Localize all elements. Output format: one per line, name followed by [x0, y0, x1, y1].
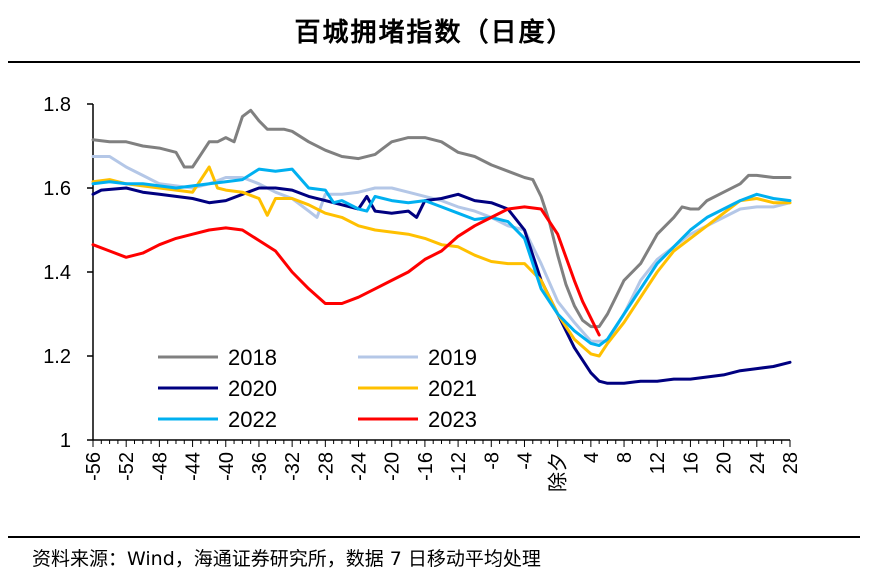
legend-label-2022: 2022 [228, 407, 277, 432]
legend-label-2020: 2020 [228, 376, 277, 401]
x-tick-label: 28 [780, 452, 802, 474]
x-tick-label: -28 [315, 452, 337, 481]
x-tick-label: 除夕 [547, 452, 570, 492]
legend-label-2019: 2019 [428, 345, 477, 370]
series-line-2020 [91, 186, 792, 385]
y-tick-label: 1.4 [43, 262, 71, 284]
x-tick-label: -16 [415, 452, 437, 481]
chart-title: 百城拥堵指数（日度） [294, 18, 575, 48]
x-tick-label: -8 [481, 452, 503, 470]
chart-legend: 2018 2019 2020 2021 2022 2023 [158, 345, 477, 432]
source-rule [8, 536, 860, 538]
x-tick-label: -12 [448, 452, 470, 481]
x-tick-label: -32 [282, 452, 304, 481]
x-tick-label: -40 [216, 452, 238, 481]
x-tick-label: 24 [747, 452, 769, 474]
x-tick-label: -44 [183, 452, 205, 481]
x-tick-label: 20 [714, 452, 736, 474]
chart-axes: 1.81.61.41.21-56 -52 -48 -44 -40 -36 -32 -28 -24… [43, 94, 802, 492]
series-line-2023 [91, 205, 601, 337]
series-line-2022 [91, 167, 792, 347]
x-tick-label: -56 [83, 452, 105, 481]
x-tick-label: -52 [116, 452, 138, 481]
chart-series [91, 108, 792, 385]
y-tick-label: 1.8 [43, 94, 71, 116]
x-tick-label: 4 [581, 452, 603, 463]
legend-label-2023: 2023 [428, 407, 477, 432]
title-rule [8, 61, 860, 63]
x-tick-label: -4 [514, 452, 536, 470]
x-tick-label: -20 [382, 452, 404, 481]
source-note: 资料来源：Wind，海通证券研究所，数据 7 日移动平均处理 [32, 548, 541, 570]
legend-label-2021: 2021 [428, 376, 477, 401]
line-chart: 1.81.61.41.21-56 -52 -48 -44 -40 -36 -32 -28 -24… [43, 94, 802, 492]
x-tick-label: -48 [149, 452, 171, 481]
y-tick-label: 1 [60, 430, 71, 452]
x-tick-label: -24 [349, 452, 371, 481]
y-tick-label: 1.6 [43, 178, 71, 200]
x-tick-label: 12 [647, 452, 669, 474]
series-line-2021 [91, 165, 792, 358]
x-tick-label: -36 [249, 452, 271, 481]
x-tick-label: 16 [680, 452, 702, 474]
legend-label-2018: 2018 [228, 345, 277, 370]
series-line-2018 [91, 108, 792, 329]
x-tick-label: 8 [614, 452, 636, 463]
y-tick-label: 1.2 [43, 346, 71, 368]
